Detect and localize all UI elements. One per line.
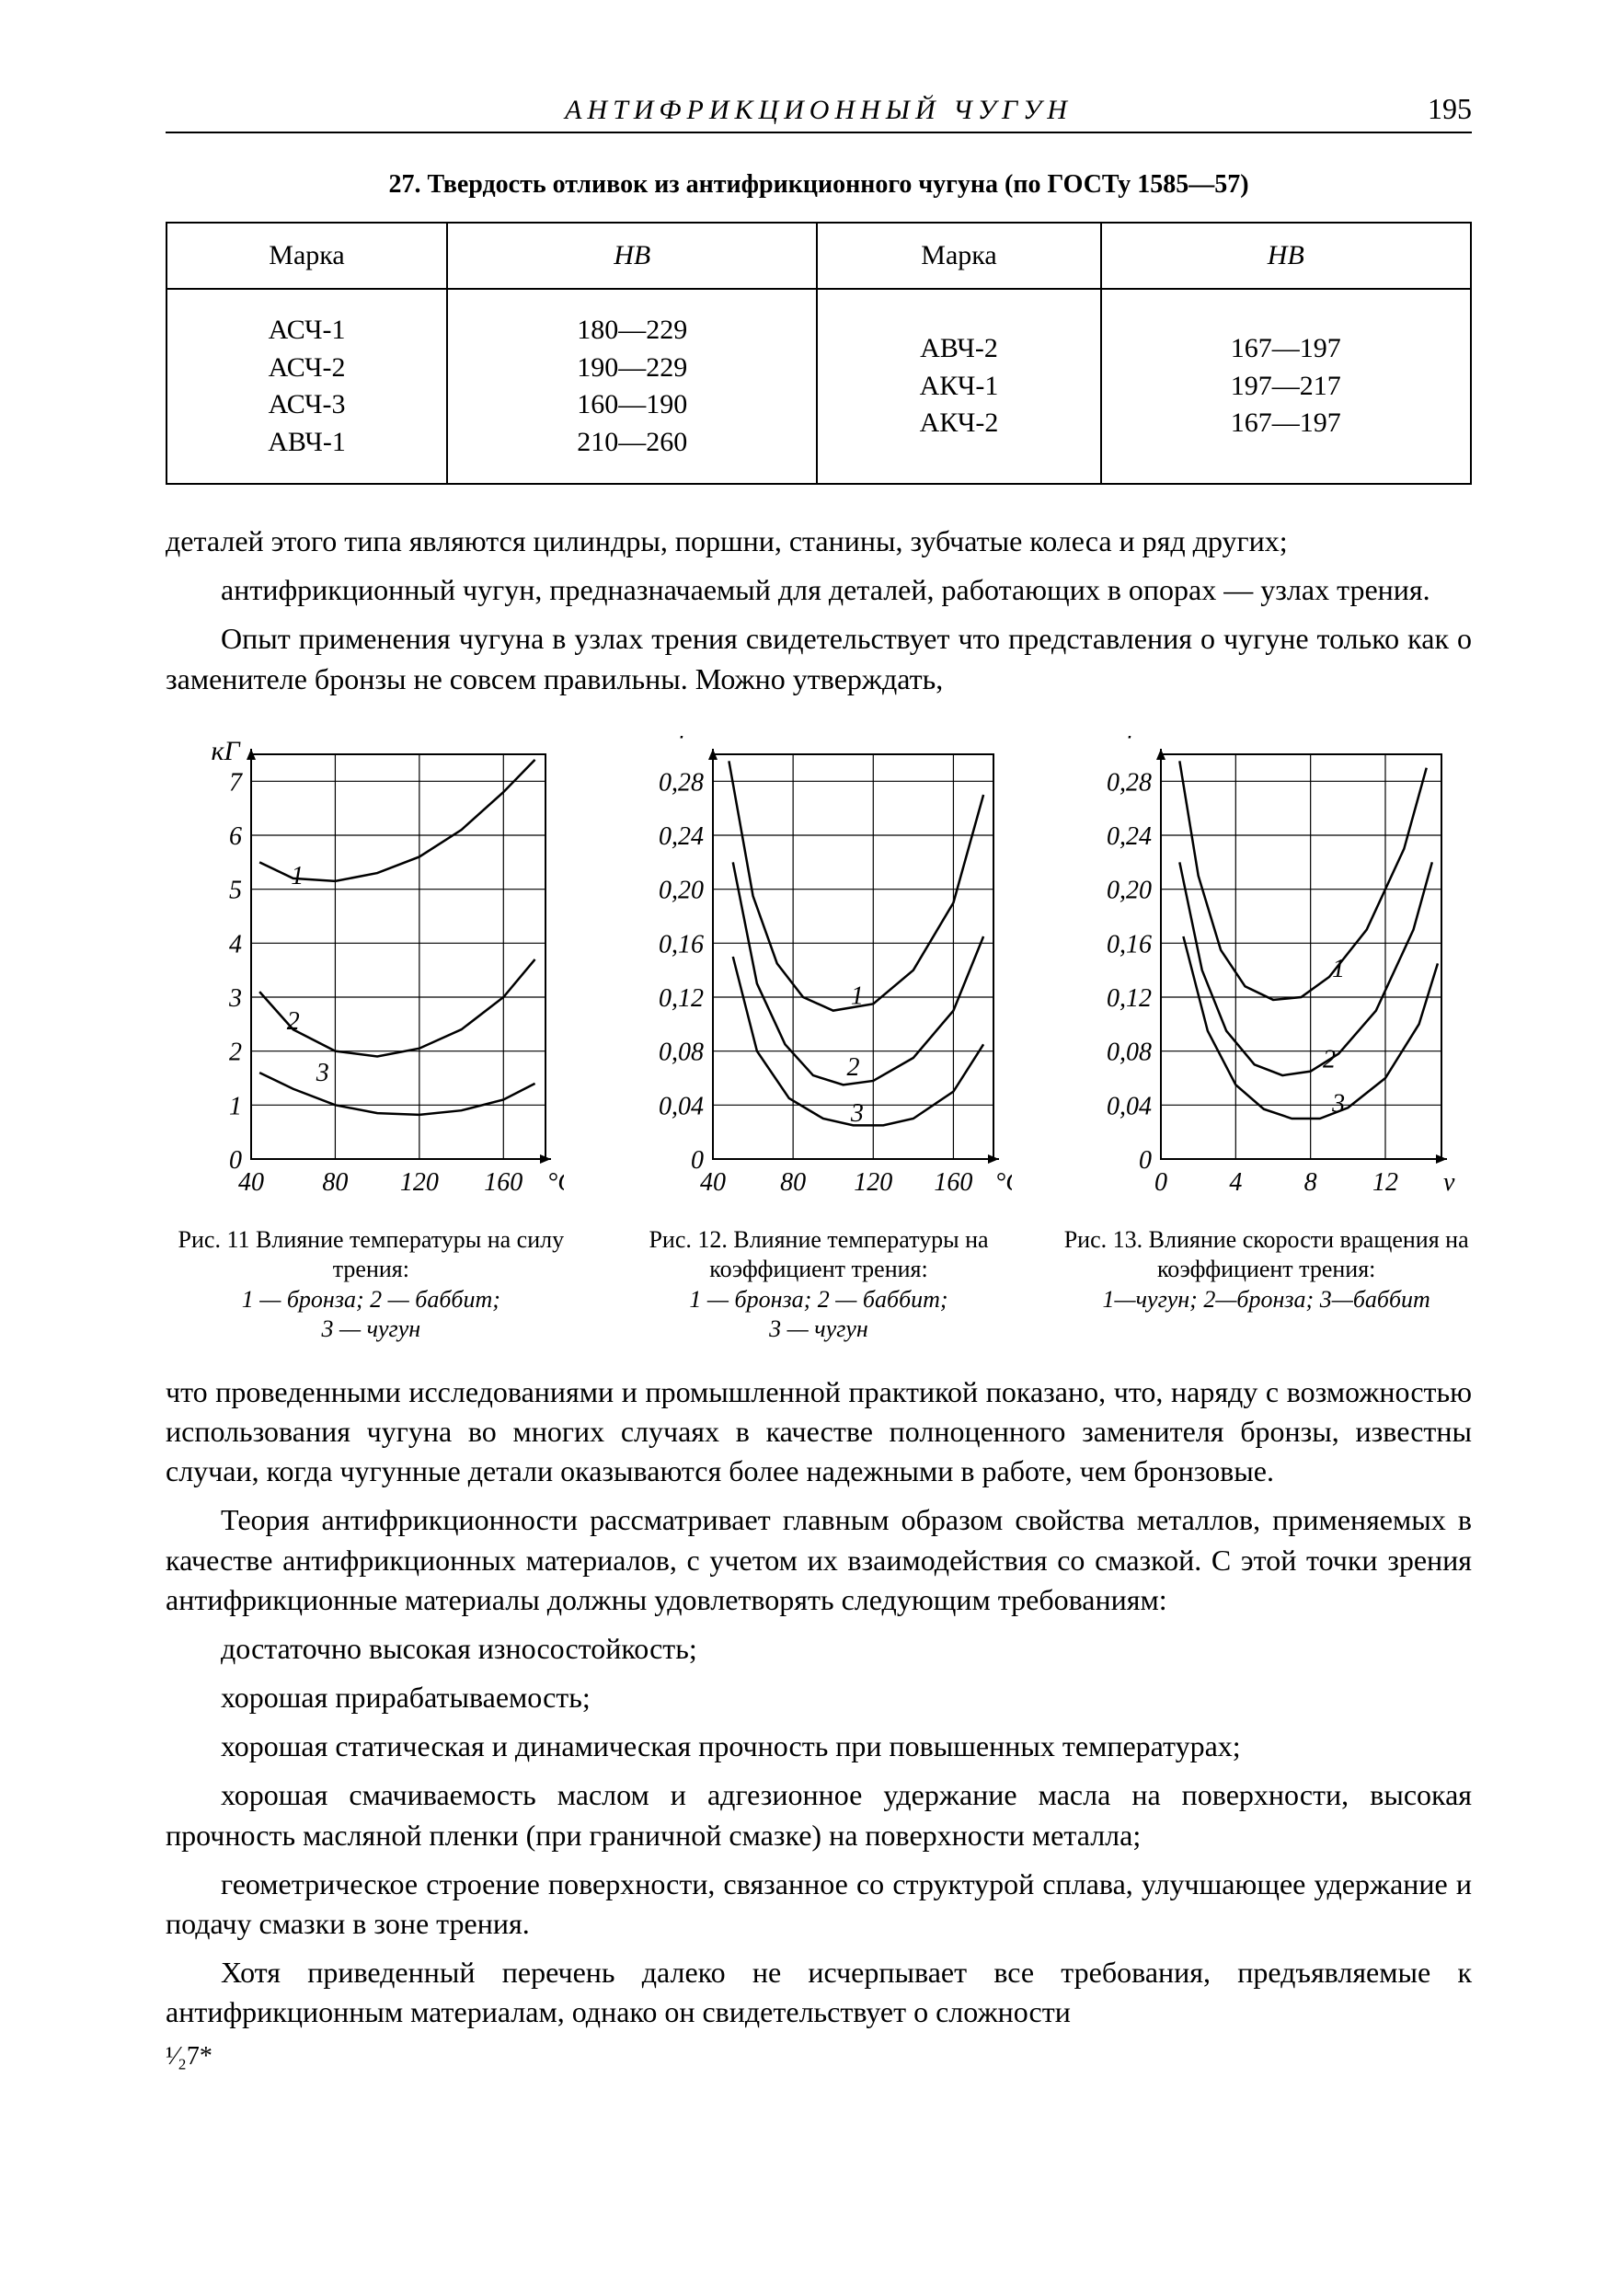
paragraph: хорошая прирабатываемость; <box>166 1678 1472 1717</box>
table-col-marka-2: Марка <box>817 223 1100 289</box>
paragraph: достаточно высокая износостойкость; <box>166 1629 1472 1669</box>
figure-13-title: Рис. 13. Влияние скорости вращения на ко… <box>1061 1225 1472 1285</box>
svg-text:3: 3 <box>228 984 242 1013</box>
table-cell-marka-left: АСЧ-1АСЧ-2АСЧ-3АВЧ-1 <box>166 289 447 484</box>
table-col-marka-1: Марка <box>166 223 447 289</box>
paragraph: что проведенными исследованиями и промыш… <box>166 1372 1472 1492</box>
figure-11-caption: Рис. 11 Влияние температуры на силу трен… <box>166 1225 577 1345</box>
figure-12-legend: 1 — бронза; 2 — баббит;3 — чугун <box>614 1285 1025 1345</box>
table-row: АСЧ-1АСЧ-2АСЧ-3АВЧ-1 180—229190—229160—1… <box>166 289 1471 484</box>
table27: Марка HB Марка HB АСЧ-1АСЧ-2АСЧ-3АВЧ-1 1… <box>166 222 1472 485</box>
figure-11-legend: 1 — бронза; 2 — баббит;3 — чугун <box>166 1285 577 1345</box>
paragraph: антифрикционный чугун, предназначаемый д… <box>166 570 1472 610</box>
table-cell-hb-right: 167—197197—217167—197 <box>1101 289 1471 484</box>
svg-text:1: 1 <box>229 1092 242 1120</box>
svg-text:0,28: 0,28 <box>659 768 704 797</box>
svg-text:160: 160 <box>934 1168 972 1197</box>
svg-text:7: 7 <box>229 768 243 797</box>
figure-11-title: Рис. 11 Влияние температуры на силу трен… <box>166 1225 577 1285</box>
svg-text:0,04: 0,04 <box>659 1092 704 1120</box>
svg-text:0,12: 0,12 <box>659 984 704 1013</box>
figure-12: 40 80 120 160 0 0,04 0,08 0,12 0,16 0,20 0,24 0,28 μ… <box>614 736 1025 1345</box>
table-col-hb-2: HB <box>1101 223 1471 289</box>
svg-text:8: 8 <box>1303 1168 1316 1197</box>
figure-12-plot: 40 80 120 160 0 0,04 0,08 0,12 0,16 0,20 0,24 0,28 μ… <box>626 736 1012 1214</box>
svg-text:160: 160 <box>485 1168 523 1197</box>
figure-13-caption: Рис. 13. Влияние скорости вращения на ко… <box>1061 1225 1472 1315</box>
table-cell-hb-left: 180—229190—229160—190210—260 <box>447 289 817 484</box>
svg-text:6: 6 <box>229 822 242 851</box>
figure-11-plot: 408012016001234567PкГ°C123 <box>178 736 564 1214</box>
svg-text:1: 1 <box>292 862 304 890</box>
svg-text:1: 1 <box>851 982 864 1010</box>
paragraph: Опыт применения чугуна в узлах трения св… <box>166 619 1472 698</box>
svg-text:0: 0 <box>691 1146 704 1175</box>
paragraph: хорошая смачиваемость маслом и адгезионн… <box>166 1775 1472 1854</box>
svg-text:0,24: 0,24 <box>659 822 704 851</box>
svg-text:0: 0 <box>229 1146 242 1175</box>
figure-12-title: Рис. 12. Влияние температуры на коэффици… <box>614 1225 1025 1285</box>
table27-caption: 27. Твердость отливок из антифрикционног… <box>166 170 1472 200</box>
svg-text:0: 0 <box>1154 1168 1167 1197</box>
svg-text:°C: °C <box>547 1168 564 1197</box>
figure-13-legend: 1—чугун; 2—бронза; 3—баббит <box>1061 1285 1472 1315</box>
paragraph: Теория антифрикционности рассматривает г… <box>166 1500 1472 1620</box>
svg-text:0,16: 0,16 <box>1107 930 1152 959</box>
svg-text:μ: μ <box>679 736 694 739</box>
svg-text:3: 3 <box>316 1059 329 1087</box>
svg-text:1: 1 <box>1332 955 1345 983</box>
figure-12-caption: Рис. 12. Влияние температуры на коэффици… <box>614 1225 1025 1345</box>
figure-13-plot: 0481200,040,080,120,160,200,240,28μv м/с… <box>1074 736 1460 1214</box>
svg-text:80: 80 <box>780 1168 806 1197</box>
svg-text:3: 3 <box>850 1099 864 1128</box>
svg-text:2: 2 <box>287 1007 300 1036</box>
running-title: АНТИФРИКЦИОННЫЙ ЧУГУН <box>258 95 1380 126</box>
svg-text:120: 120 <box>854 1168 892 1197</box>
footer-signature: ¹⁄₂7* <box>166 2042 1472 2072</box>
table-col-hb-1: HB <box>447 223 817 289</box>
svg-text:v м/сек: v м/сек <box>1443 1168 1460 1197</box>
svg-text:0,08: 0,08 <box>1107 1038 1152 1066</box>
svg-text:0,28: 0,28 <box>1107 768 1152 797</box>
figure-13: 0481200,040,080,120,160,200,240,28μv м/с… <box>1061 736 1472 1345</box>
page-number: 195 <box>1380 92 1472 126</box>
paragraph: Хотя приведенный перечень далеко не исче… <box>166 1953 1472 2032</box>
svg-text:5: 5 <box>229 876 242 904</box>
svg-text:μ: μ <box>1127 736 1142 739</box>
svg-text:0,12: 0,12 <box>1107 984 1152 1013</box>
svg-text:2: 2 <box>229 1038 242 1066</box>
svg-text:2: 2 <box>847 1053 860 1082</box>
svg-text:80: 80 <box>323 1168 349 1197</box>
svg-text:0,20: 0,20 <box>1107 876 1152 904</box>
table-cell-marka-right: АВЧ-2АКЧ-1АКЧ-2 <box>817 289 1100 484</box>
running-header: АНТИФРИКЦИОННЫЙ ЧУГУН 195 <box>166 92 1472 133</box>
figures-row: 408012016001234567PкГ°C123 Рис. 11 Влиян… <box>166 736 1472 1345</box>
svg-text:4: 4 <box>229 930 242 959</box>
svg-text:0,20: 0,20 <box>659 876 704 904</box>
figure-11: 408012016001234567PкГ°C123 Рис. 11 Влиян… <box>166 736 577 1345</box>
svg-text:40: 40 <box>700 1168 726 1197</box>
svg-text:120: 120 <box>400 1168 439 1197</box>
svg-text:°C: °C <box>995 1168 1012 1197</box>
svg-text:кГ: кГ <box>212 736 242 766</box>
svg-text:0,08: 0,08 <box>659 1038 704 1066</box>
paragraph: геометрическое строение поверхности, свя… <box>166 1865 1472 1944</box>
svg-text:0,04: 0,04 <box>1107 1092 1152 1120</box>
svg-text:4: 4 <box>1229 1168 1242 1197</box>
paragraph: хорошая статическая и динамическая прочн… <box>166 1727 1472 1766</box>
table-header-row: Марка HB Марка HB <box>166 223 1471 289</box>
svg-text:3: 3 <box>1331 1089 1345 1118</box>
svg-text:0,24: 0,24 <box>1107 822 1152 851</box>
svg-text:2: 2 <box>1323 1045 1336 1073</box>
svg-text:0,16: 0,16 <box>659 930 704 959</box>
paragraph: деталей этого типа являются цилиндры, по… <box>166 522 1472 561</box>
svg-text:12: 12 <box>1372 1168 1398 1197</box>
svg-text:40: 40 <box>238 1168 264 1197</box>
svg-text:0: 0 <box>1139 1146 1152 1175</box>
